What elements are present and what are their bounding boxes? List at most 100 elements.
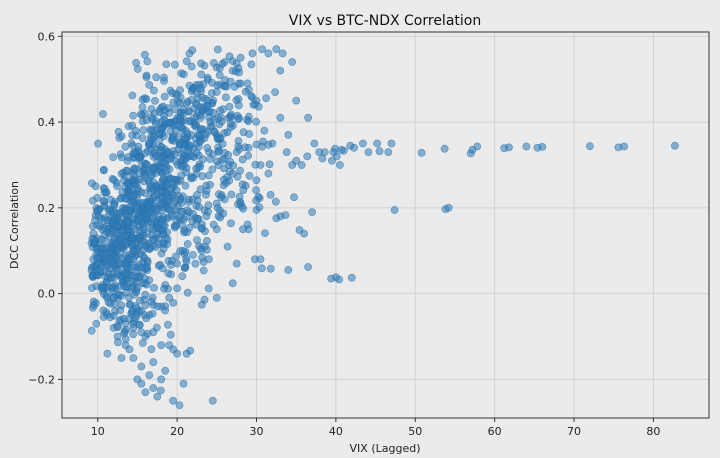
data-point xyxy=(234,200,242,209)
data-point xyxy=(135,227,144,236)
data-point xyxy=(329,148,338,156)
data-point xyxy=(252,186,260,194)
data-point xyxy=(284,130,293,139)
data-point xyxy=(185,49,194,58)
data-point xyxy=(168,89,177,97)
data-point xyxy=(223,242,232,251)
data-point xyxy=(129,247,138,256)
data-point xyxy=(128,141,137,150)
data-point xyxy=(94,266,102,275)
data-point xyxy=(192,148,201,157)
data-point xyxy=(121,142,130,151)
data-point xyxy=(138,117,147,126)
y-tick-label: −0.2 xyxy=(28,373,55,386)
data-point xyxy=(230,82,239,91)
data-point xyxy=(145,81,154,89)
data-point xyxy=(109,206,118,214)
data-point xyxy=(245,171,254,180)
x-tick-label: 80 xyxy=(646,425,660,438)
data-point xyxy=(124,225,133,234)
data-point xyxy=(214,148,223,156)
data-point xyxy=(150,283,158,292)
data-point xyxy=(276,66,285,75)
data-point xyxy=(130,148,139,157)
data-point xyxy=(99,165,108,174)
data-point xyxy=(117,235,125,244)
y-tick-label: 0.6 xyxy=(38,30,56,43)
data-point xyxy=(160,92,169,101)
data-point xyxy=(346,141,355,150)
data-point xyxy=(282,148,291,156)
data-point xyxy=(183,288,192,297)
data-point xyxy=(141,212,150,221)
data-point xyxy=(327,274,335,283)
data-point xyxy=(256,255,265,264)
x-tick-label: 20 xyxy=(170,425,184,438)
data-point xyxy=(241,87,250,96)
data-point xyxy=(136,110,145,119)
data-point xyxy=(264,49,273,58)
data-point xyxy=(142,160,151,169)
data-point xyxy=(179,156,188,164)
data-point xyxy=(157,249,166,258)
data-point xyxy=(142,280,151,289)
data-point xyxy=(373,139,382,148)
data-point xyxy=(179,70,188,79)
data-point xyxy=(163,320,172,329)
data-point xyxy=(204,284,213,293)
data-point xyxy=(239,128,248,137)
data-point xyxy=(235,192,244,201)
data-point xyxy=(172,252,180,261)
data-point xyxy=(145,138,154,147)
data-point xyxy=(94,139,102,148)
data-point xyxy=(213,203,222,212)
data-point xyxy=(208,396,217,405)
data-point xyxy=(151,243,160,251)
data-point xyxy=(147,297,156,306)
data-point xyxy=(206,180,214,189)
data-point xyxy=(347,273,356,282)
data-point xyxy=(533,143,542,152)
data-point xyxy=(288,161,297,169)
x-tick-label: 30 xyxy=(249,425,263,438)
data-point xyxy=(241,143,249,152)
data-point xyxy=(148,185,157,194)
data-point xyxy=(278,49,287,58)
data-point xyxy=(208,78,216,87)
data-point xyxy=(186,346,195,355)
data-point xyxy=(226,77,235,86)
data-point xyxy=(186,141,195,150)
data-point xyxy=(614,143,623,152)
data-point xyxy=(149,163,158,172)
data-point xyxy=(440,144,449,153)
data-point xyxy=(586,142,594,150)
data-point xyxy=(238,180,247,189)
data-point xyxy=(417,148,426,157)
data-point xyxy=(272,214,281,223)
data-point xyxy=(239,225,247,234)
data-point xyxy=(155,108,164,117)
data-point xyxy=(233,172,242,181)
data-point xyxy=(158,124,167,133)
data-point xyxy=(179,105,188,114)
data-point xyxy=(209,59,218,67)
data-point xyxy=(175,401,184,409)
data-point xyxy=(252,196,260,205)
data-point xyxy=(133,217,142,225)
data-point xyxy=(142,314,151,323)
data-point xyxy=(219,209,228,218)
data-point xyxy=(215,64,224,73)
x-tick-label: 10 xyxy=(91,425,105,438)
data-point xyxy=(219,105,227,114)
data-point xyxy=(129,330,138,339)
data-point xyxy=(147,171,156,180)
data-point xyxy=(303,152,312,161)
data-point xyxy=(120,329,128,338)
data-point xyxy=(138,103,147,111)
data-point xyxy=(88,234,97,243)
data-point xyxy=(158,264,167,273)
data-point xyxy=(160,284,168,293)
data-point xyxy=(100,231,109,239)
x-axis-ticks: 10 20 30 40 50 60 70 80 xyxy=(91,418,660,438)
